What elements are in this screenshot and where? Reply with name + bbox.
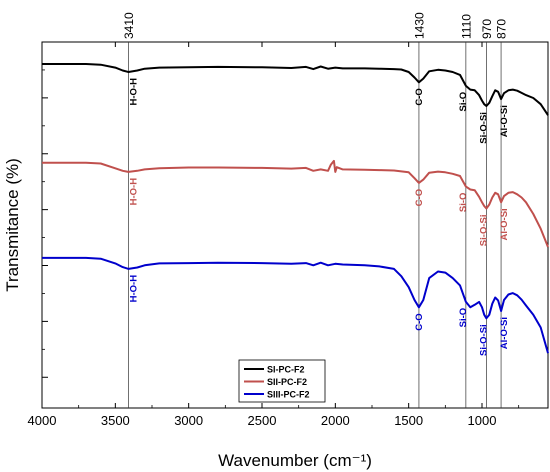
peak-annotation: Si-O-Si — [478, 324, 489, 356]
series-line-SI-PC-F2 — [42, 63, 549, 116]
peak-annotation: H-O-H — [129, 178, 140, 206]
x-tick-label: 1000 — [468, 413, 497, 428]
reference-line-label: 1430 — [412, 12, 426, 39]
peak-annotation: H-O-H — [129, 275, 140, 303]
x-tick-label: 4000 — [28, 413, 57, 428]
peak-annotation: Si-O — [458, 92, 469, 112]
x-tick-label: 3500 — [101, 413, 130, 428]
series-line-SIII-PC-F2 — [42, 256, 549, 354]
peak-annotation: C-O — [414, 313, 425, 330]
reference-line-label: 870 — [495, 19, 509, 39]
peak-annotation: Al-O-Si — [499, 105, 510, 137]
reference-line-label: 3410 — [122, 12, 136, 39]
peak-annotation: C-O — [414, 88, 425, 105]
plot-frame — [41, 41, 549, 409]
peak-annotation: Si-O — [458, 193, 469, 213]
x-tick-label: 2500 — [248, 413, 277, 428]
reference-line-label: 1110 — [459, 14, 473, 39]
series-line-SII-PC-F2 — [42, 159, 549, 248]
peak-annotation: H-O-H — [129, 78, 140, 106]
peak-annotation: Al-O-Si — [499, 208, 510, 240]
legend-label: SII-PC-F2 — [267, 377, 307, 387]
y-axis-title: Transmitance (%) — [3, 158, 22, 292]
peak-annotation: Al-O-Si — [499, 317, 510, 349]
legend-label: SIII-PC-F2 — [267, 390, 310, 400]
peak-annotation: Si-O — [458, 308, 469, 328]
legend: SI-PC-F2 SII-PC-F2 SIII-PC-F2 — [238, 359, 326, 403]
x-tick-label: 3000 — [174, 413, 203, 428]
peak-annotation: C-O — [414, 189, 425, 206]
legend-label: SI-PC-F2 — [267, 365, 305, 375]
x-tick-label: 1500 — [394, 413, 423, 428]
peak-annotation: Si-O-Si — [478, 215, 489, 247]
reference-line-label: 970 — [480, 19, 494, 39]
peak-annotation: Si-O-Si — [478, 112, 489, 144]
x-tick-label: 2000 — [321, 413, 350, 428]
x-axis-title: Wavenumber (cm⁻¹) — [218, 451, 372, 470]
